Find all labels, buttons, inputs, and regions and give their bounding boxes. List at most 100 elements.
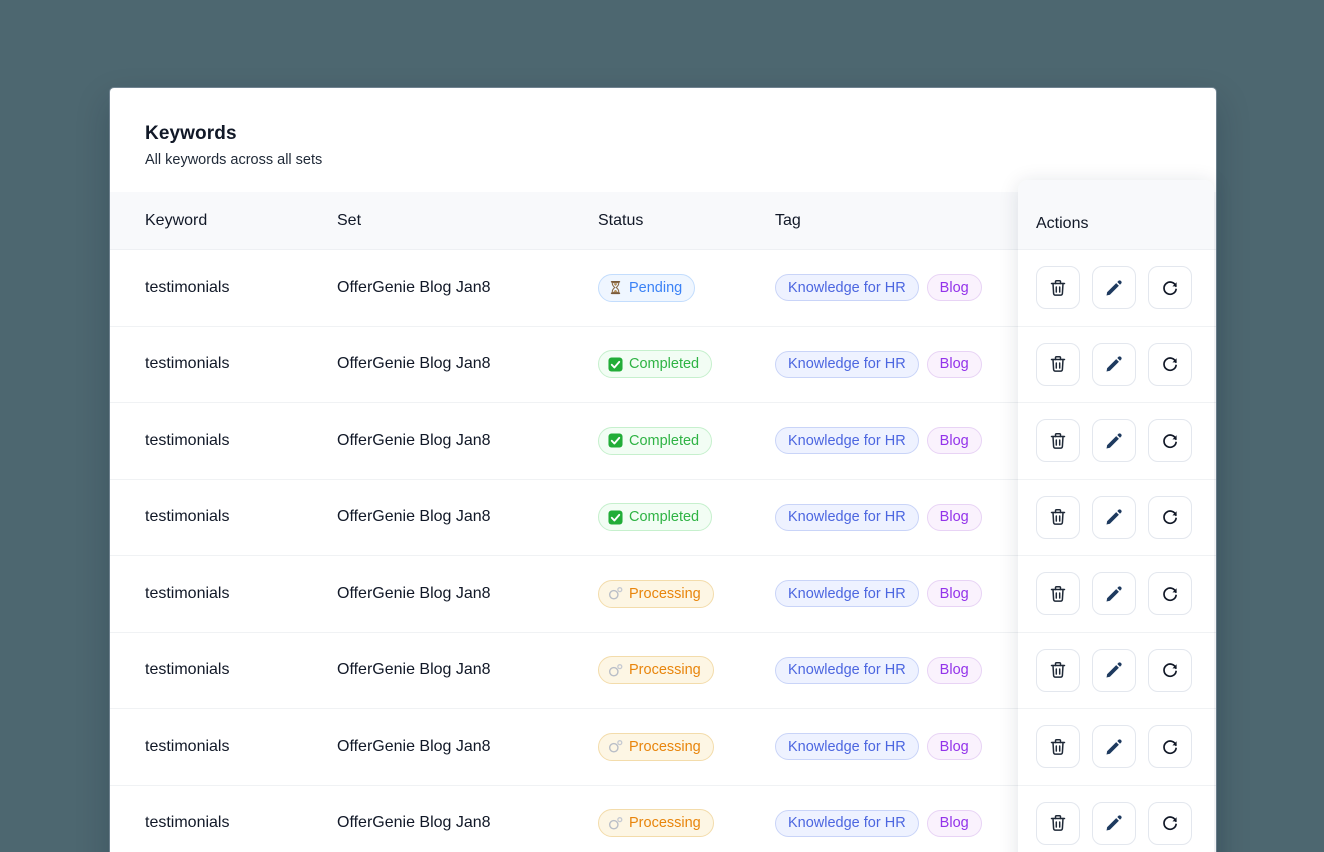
tag-pill: Knowledge for HR [775,733,919,761]
edit-button[interactable] [1092,495,1136,539]
status-label: Processing [629,662,701,679]
status-label: Processing [629,585,701,602]
actions-row [1018,709,1214,786]
refresh-button[interactable] [1148,266,1192,310]
status-cell: Completed [598,350,775,379]
edit-button[interactable] [1092,572,1136,616]
status-badge: Completed [598,503,713,532]
keyword-cell: testimonials [145,737,230,755]
column-header-set: Set [337,211,362,229]
pencil-icon [1106,433,1122,449]
actions-row [1018,479,1214,556]
check-icon [608,433,623,448]
pencil-icon [1106,586,1122,602]
refresh-icon [1163,586,1177,601]
keyword-cell: testimonials [145,584,230,602]
edit-button[interactable] [1092,419,1136,463]
delete-button[interactable] [1036,648,1080,692]
refresh-button[interactable] [1148,342,1192,386]
keyword-cell: testimonials [145,431,230,449]
pencil-icon [1106,815,1122,831]
trash-icon [1050,279,1066,296]
keyword-cell: testimonials [145,661,230,679]
tag-pill: Blog [926,427,982,455]
actions-rows [1018,250,1214,852]
delete-button[interactable] [1036,572,1080,616]
column-header-status: Status [598,211,644,229]
spinner-icon [608,816,623,830]
tag-pill: Blog [926,350,982,378]
delete-button[interactable] [1036,495,1080,539]
check-icon [608,510,623,525]
refresh-button[interactable] [1148,572,1192,616]
page-subtitle: All keywords across all sets [145,152,323,168]
tag-cell: Knowledge for HR Blog [775,427,1018,455]
actions-row [1018,785,1214,852]
delete-button[interactable] [1036,266,1080,310]
status-label: Processing [629,738,701,755]
actions-row [1018,403,1214,480]
status-cell: Processing [598,732,775,761]
refresh-button[interactable] [1148,725,1192,769]
edit-button[interactable] [1092,725,1136,769]
refresh-button[interactable] [1148,495,1192,539]
status-label: Completed [629,509,700,526]
edit-button[interactable] [1092,801,1136,845]
status-badge: Processing [598,656,714,685]
status-badge: Processing [598,579,714,608]
tag-pill: Knowledge for HR [775,503,919,531]
status-label: Pending [629,279,683,296]
status-badge: Completed [598,426,713,455]
pencil-icon [1106,739,1122,755]
tag-cell: Knowledge for HR Blog [775,503,1018,531]
refresh-button[interactable] [1148,801,1192,845]
keyword-cell: testimonials [145,355,230,373]
delete-button[interactable] [1036,725,1080,769]
set-cell: OfferGenie Blog Jan8 [337,737,491,755]
check-icon [608,357,623,372]
status-label: Completed [629,356,700,373]
trash-icon [1050,738,1066,755]
delete-button[interactable] [1036,801,1080,845]
edit-button[interactable] [1092,266,1136,310]
spinner-icon [608,740,623,753]
refresh-icon [1163,280,1177,295]
edit-button[interactable] [1092,648,1136,692]
column-header-tag: Tag [775,211,801,229]
pencil-icon [1106,662,1122,678]
delete-button[interactable] [1036,342,1080,386]
delete-button[interactable] [1036,419,1080,463]
actions-row [1018,326,1214,403]
refresh-icon [1163,739,1177,754]
refresh-icon [1163,663,1177,678]
column-header-actions: Actions [1036,215,1089,232]
tag-cell: Knowledge for HR Blog [775,274,1018,302]
tag-cell: Knowledge for HR Blog [775,580,1018,608]
tag-cell: Knowledge for HR Blog [775,350,1018,378]
set-cell: OfferGenie Blog Jan8 [337,814,491,832]
tag-pill: Blog [926,503,982,531]
tag-cell: Knowledge for HR Blog [775,656,1018,684]
set-cell: OfferGenie Blog Jan8 [337,355,491,373]
status-label: Completed [629,432,700,449]
keyword-cell: testimonials [145,508,230,526]
hourglass-icon [610,281,621,295]
edit-button[interactable] [1092,342,1136,386]
status-cell: Completed [598,426,775,455]
trash-icon [1050,815,1066,832]
page-title: Keywords [145,123,237,144]
status-badge: Processing [598,732,714,761]
spinner-icon [608,663,623,677]
tag-pill: Blog [926,809,982,837]
refresh-button[interactable] [1148,419,1192,463]
refresh-button[interactable] [1148,648,1192,692]
refresh-icon [1163,816,1177,831]
trash-icon [1050,585,1066,602]
tag-cell: Knowledge for HR Blog [775,733,1018,761]
trash-icon [1050,432,1066,449]
actions-row [1018,250,1214,327]
column-header-keyword: Keyword [145,211,208,229]
status-cell: Pending [598,273,775,302]
actions-row [1018,632,1214,709]
set-cell: OfferGenie Blog Jan8 [337,508,491,526]
